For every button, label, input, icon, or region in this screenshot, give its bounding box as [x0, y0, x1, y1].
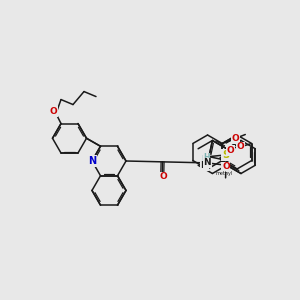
Text: H: H	[203, 153, 209, 162]
Text: O: O	[49, 107, 57, 116]
Text: O: O	[231, 134, 239, 143]
Text: methyl: methyl	[216, 171, 233, 176]
Text: N: N	[200, 161, 208, 170]
Text: O: O	[237, 142, 244, 151]
Text: H: H	[201, 155, 208, 164]
Text: O: O	[222, 162, 230, 171]
Text: S: S	[222, 150, 229, 160]
Text: N: N	[203, 158, 211, 167]
Text: N: N	[88, 156, 96, 166]
Text: O: O	[226, 146, 234, 155]
Text: O: O	[159, 172, 167, 181]
